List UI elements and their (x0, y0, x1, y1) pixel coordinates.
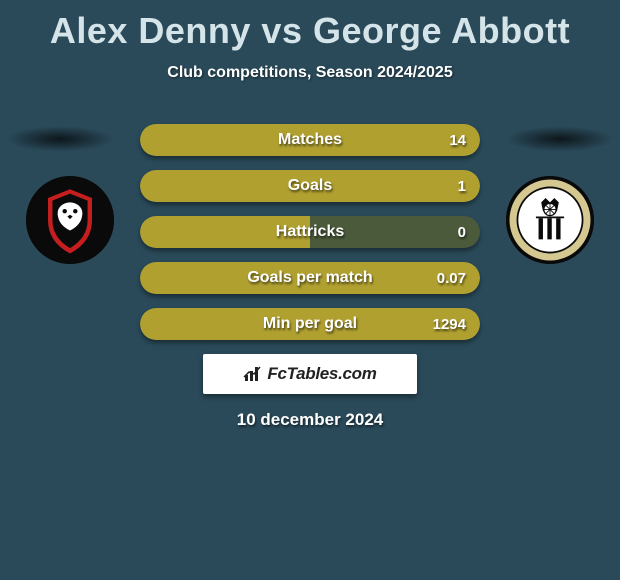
avatar-shadow-left (5, 126, 115, 152)
stat-label: Matches (278, 131, 342, 149)
player-right-badge (506, 176, 594, 264)
subtitle: Club competitions, Season 2024/2025 (0, 64, 620, 82)
avatar-shadow-right (505, 126, 615, 152)
salford-badge-icon (26, 176, 114, 264)
stat-row-hattricks: Hattricks 0 (140, 216, 480, 248)
page-title: Alex Denny vs George Abbott (0, 0, 620, 52)
notts-county-badge-icon (506, 176, 594, 264)
stat-label: Goals per match (247, 269, 372, 287)
stat-value-right: 14 (449, 132, 466, 149)
stat-label: Min per goal (263, 315, 357, 333)
stat-value-right: 0 (458, 224, 466, 241)
stat-value-right: 1 (458, 178, 466, 195)
stat-row-goals-per-match: Goals per match 0.07 (140, 262, 480, 294)
stat-value-right: 1294 (433, 316, 466, 333)
brand-text: FcTables.com (267, 364, 376, 384)
stat-row-goals: Goals 1 (140, 170, 480, 202)
stat-label: Hattricks (276, 223, 344, 241)
player-left-badge (26, 176, 114, 264)
chart-icon (243, 365, 263, 383)
stat-row-min-per-goal: Min per goal 1294 (140, 308, 480, 340)
brand-box[interactable]: FcTables.com (203, 354, 417, 394)
stat-value-right: 0.07 (437, 270, 466, 287)
stat-label: Goals (288, 177, 332, 195)
stat-row-matches: Matches 14 (140, 124, 480, 156)
date-text: 10 december 2024 (237, 410, 384, 430)
stats-container: Matches 14 Goals 1 Hattricks 0 Goals per… (140, 124, 480, 354)
